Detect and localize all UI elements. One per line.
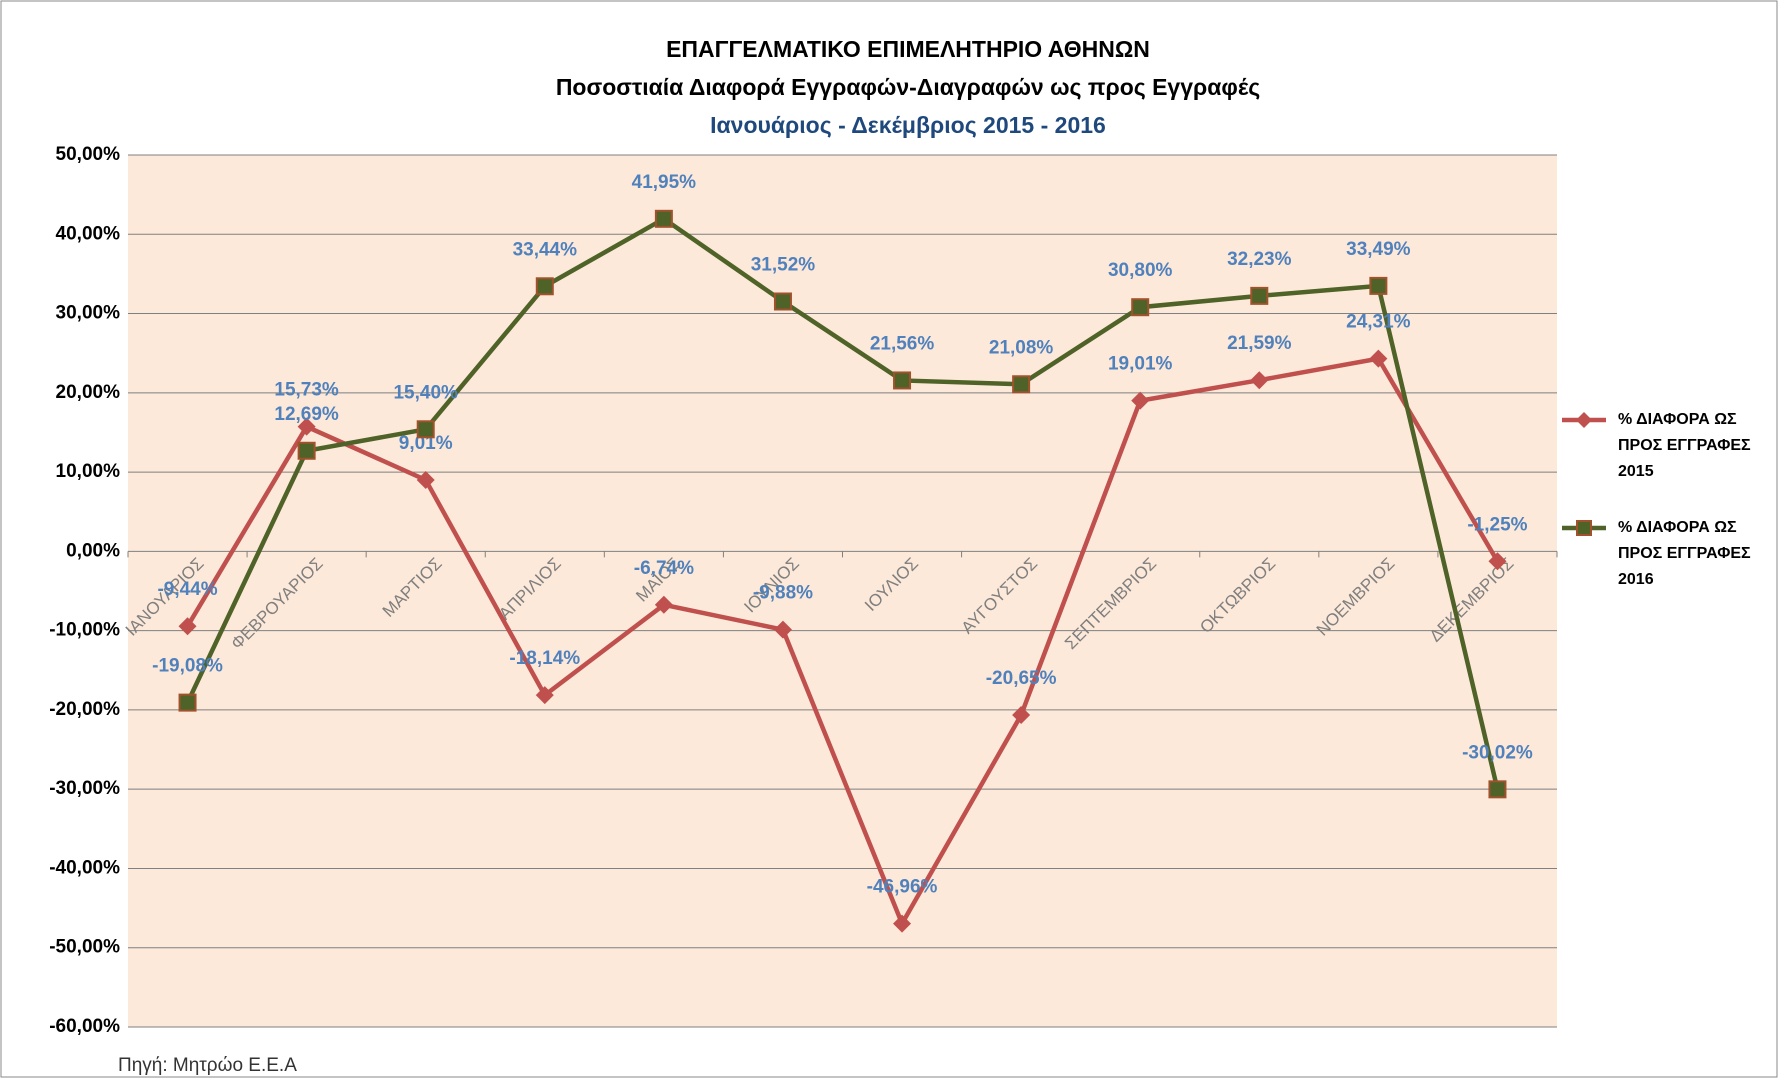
y-tick-label: 30,00% (56, 303, 121, 324)
legend-marker (1576, 412, 1592, 428)
data-label: -9,44% (157, 579, 217, 600)
point-marker (416, 420, 435, 439)
data-label: 32,23% (1227, 249, 1292, 270)
point-marker (1369, 276, 1388, 295)
y-tick-label: 50,00% (56, 144, 121, 165)
data-label: 21,56% (870, 333, 935, 354)
point-marker (1250, 371, 1269, 390)
point-marker (1131, 298, 1150, 317)
y-tick-label: -10,00% (49, 620, 120, 641)
point-marker (1369, 349, 1388, 368)
point-marker (178, 617, 197, 636)
data-label: -19,08% (152, 656, 223, 677)
point-marker (773, 292, 792, 311)
data-label: 21,08% (989, 337, 1054, 358)
y-tick-label: 0,00% (66, 540, 120, 561)
data-label: -1,25% (1467, 514, 1527, 535)
source-note: Πηγή: Μητρώο Ε.Ε.Α (118, 1055, 297, 1076)
point-marker (297, 417, 316, 436)
data-label: -6,74% (634, 558, 694, 579)
data-label: 9,01% (399, 433, 453, 454)
legend-marker (1576, 520, 1592, 536)
point-marker (178, 693, 197, 712)
point-marker (535, 686, 554, 705)
data-label: 15,73% (274, 380, 339, 401)
data-label: -46,96% (867, 877, 938, 898)
point-marker (297, 441, 316, 460)
chart-title: ΕΠΑΓΓΕΛΜΑΤΙΚΟ ΕΠΙΜΕΛΗΤΗΡΙΟ ΑΘΗΝΩΝ (666, 36, 1150, 62)
y-tick-label: 20,00% (56, 382, 121, 403)
data-label: -20,65% (986, 668, 1057, 689)
y-tick-label: -40,00% (49, 857, 120, 878)
series-line (185, 216, 1500, 790)
chart-period: Ιανουάριος - Δεκέμβριος 2015 - 2016 (710, 112, 1106, 138)
legend-label: % ΔΙΑΦΟΡΑ ΩΣ ΠΡΟΣ ΕΓΓΡΑΦΕΣ 2016 (1618, 519, 1751, 588)
point-marker (1488, 780, 1507, 799)
data-label: -18,14% (509, 648, 580, 669)
plot-area (128, 155, 1557, 1027)
point-marker (654, 595, 673, 614)
data-label: 33,49% (1346, 239, 1411, 260)
series-line (185, 356, 1500, 929)
data-label: 31,52% (751, 255, 816, 276)
point-marker (1488, 552, 1507, 571)
data-label: 19,01% (1108, 354, 1173, 375)
point-marker (1012, 375, 1031, 394)
y-tick-label: -20,00% (49, 699, 120, 720)
point-marker (1012, 706, 1031, 725)
point-marker (1131, 391, 1150, 410)
chart-subtitle: Ποσοστιαία Διαφορά Εγγραφών-Διαγραφών ως… (556, 74, 1260, 100)
point-marker (535, 277, 554, 296)
data-label: 30,80% (1108, 260, 1173, 281)
data-label: 24,31% (1346, 312, 1411, 333)
point-marker (1250, 286, 1269, 305)
point-marker (893, 914, 912, 933)
data-label: 21,59% (1227, 333, 1292, 354)
legend-label: % ΔΙΑΦΟΡΑ ΩΣ ΠΡΟΣ ΕΓΓΡΑΦΕΣ 2015 (1618, 411, 1751, 480)
data-label: -9,88% (753, 583, 813, 604)
data-label: 12,69% (274, 404, 339, 425)
data-label: 15,40% (393, 382, 458, 403)
y-tick-label: -60,00% (49, 1016, 120, 1037)
point-marker (893, 371, 912, 390)
data-label: 41,95% (632, 172, 697, 193)
data-label: 33,44% (513, 239, 578, 260)
data-label: -30,02% (1462, 742, 1533, 763)
y-tick-label: 40,00% (56, 223, 121, 244)
y-tick-label: 10,00% (56, 461, 121, 482)
point-marker (773, 620, 792, 639)
point-marker (654, 209, 673, 228)
y-tick-label: -50,00% (49, 937, 120, 958)
y-tick-label: -30,00% (49, 778, 120, 799)
point-marker (416, 470, 435, 489)
